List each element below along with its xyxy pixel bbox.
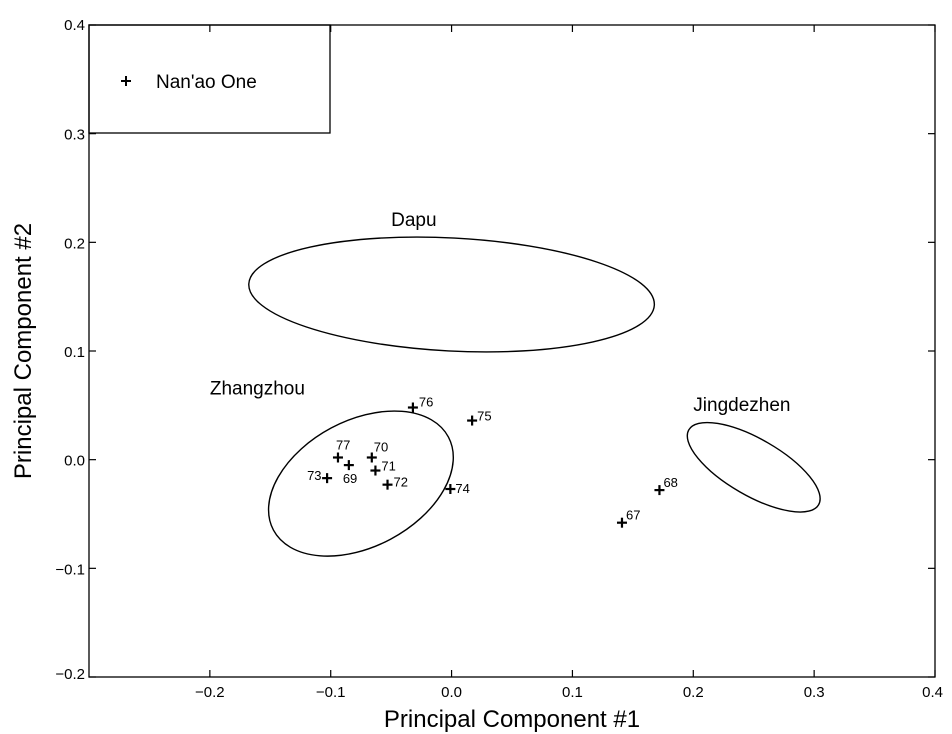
x-tick-label: −0.1 — [316, 684, 346, 701]
y-tick-label: −0.1 — [55, 561, 85, 578]
x-axis-ticks: −0.2 −0.1 0.0 0.1 0.2 0.3 0.4 — [195, 25, 943, 701]
point-label: 76 — [419, 395, 433, 410]
group-label: Dapu — [391, 210, 436, 231]
group-ellipse — [267, 410, 454, 557]
data-point — [445, 484, 456, 495]
legend-marker-icon — [121, 76, 131, 86]
group-ellipses: Dapu Zhangzhou Jingdezhen — [210, 210, 821, 557]
point-label: 72 — [394, 475, 408, 490]
data-point — [382, 479, 393, 490]
x-tick-label: 0.3 — [804, 684, 825, 701]
data-point — [467, 415, 478, 426]
data-point — [343, 460, 354, 471]
y-tick-label: 0.4 — [64, 17, 85, 34]
point-label: 67 — [626, 508, 640, 523]
data-point — [322, 473, 333, 484]
group-label: Jingdezhen — [693, 395, 790, 416]
data-point — [654, 485, 665, 496]
x-axis-title: Principal Component #1 — [384, 706, 640, 733]
legend-label: Nan'ao One — [156, 72, 257, 93]
point-label: 68 — [663, 475, 677, 490]
group-ellipse — [248, 236, 656, 353]
point-label: 74 — [455, 481, 469, 496]
data-point — [616, 517, 627, 528]
group-label: Zhangzhou — [210, 378, 305, 399]
y-tick-label: 0.0 — [64, 453, 85, 470]
legend: Nan'ao One — [88, 24, 331, 134]
y-tick-label: 0.1 — [64, 344, 85, 361]
y-tick-label: 0.3 — [64, 127, 85, 144]
plot-frame — [88, 24, 936, 678]
y-axis-title: Principal Component #2 — [10, 223, 37, 479]
point-label: 75 — [477, 409, 491, 424]
x-tick-label: 0.0 — [441, 684, 462, 701]
x-tick-label: −0.2 — [195, 684, 225, 701]
data-point — [366, 452, 377, 463]
y-tick-label: −0.2 — [55, 666, 85, 683]
point-label: 70 — [374, 439, 388, 454]
data-point — [332, 452, 343, 463]
y-axis-ticks: −0.2 −0.1 0.0 0.1 0.2 0.3 0.4 — [55, 17, 935, 683]
point-label: 73 — [307, 468, 321, 483]
x-tick-label: 0.1 — [562, 684, 583, 701]
data-point — [370, 465, 381, 476]
point-label: 71 — [381, 459, 395, 474]
data-point — [407, 402, 418, 413]
point-label: 77 — [336, 437, 350, 452]
x-tick-label: 0.2 — [683, 684, 704, 701]
y-tick-label: 0.2 — [64, 235, 85, 252]
x-tick-label: 0.4 — [922, 684, 943, 701]
group-ellipse — [686, 421, 821, 513]
point-label: 69 — [343, 471, 357, 486]
